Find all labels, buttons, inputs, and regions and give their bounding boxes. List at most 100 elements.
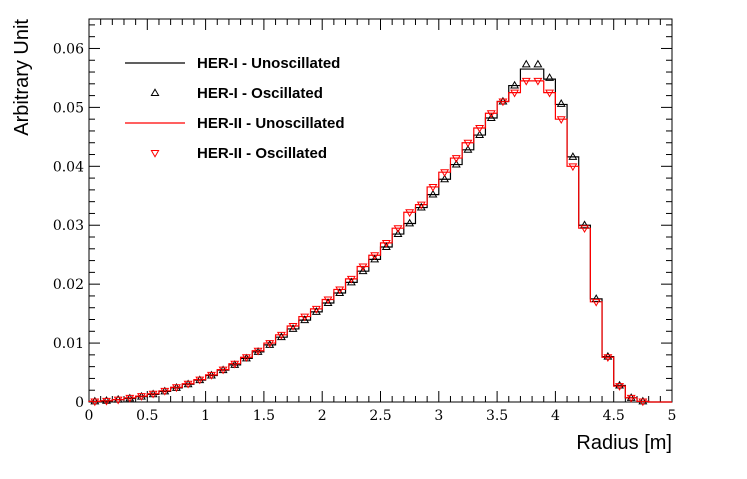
- data-marker: [381, 239, 391, 248]
- x-axis-title: Radius [m]: [576, 432, 672, 454]
- data-marker: [475, 130, 485, 139]
- y-tick-label: 0: [75, 395, 84, 411]
- data-marker: [346, 275, 356, 284]
- data-marker: [346, 277, 356, 286]
- data-series: [88, 59, 672, 407]
- data-marker: [451, 155, 461, 163]
- x-tick-label: 5: [668, 408, 677, 424]
- data-marker: [556, 116, 566, 124]
- data-marker: [323, 298, 333, 306]
- tick-labels: 0 0.5 1 1.5 2 2.5 3 3.5 4 4.5 5 0 0.01 0.02 0.03 0.04 0.…: [53, 41, 677, 424]
- data-marker: [591, 294, 601, 302]
- data-marker: [568, 163, 578, 172]
- legend-marker-swatch: [150, 150, 160, 158]
- data-marker: [393, 229, 403, 238]
- data-marker: [90, 396, 100, 405]
- x-tick-label: 1: [201, 408, 210, 424]
- x-tick-label: 3.5: [486, 408, 508, 424]
- data-marker: [381, 242, 391, 251]
- data-marker: [218, 366, 228, 375]
- data-marker: [486, 110, 496, 119]
- histogram-line: [88, 68, 672, 403]
- data-marker: [265, 340, 275, 348]
- data-marker: [626, 393, 636, 401]
- data-marker: [276, 332, 286, 341]
- data-marker: [160, 387, 170, 396]
- data-marker: [171, 384, 181, 393]
- data-marker: [90, 398, 100, 407]
- legend-label: HER-I - Unoscillated: [197, 55, 340, 72]
- data-marker: [136, 393, 146, 401]
- data-marker: [475, 125, 485, 133]
- y-tick-label: 0.06: [53, 41, 84, 57]
- x-tick-label: 2: [318, 408, 327, 424]
- data-marker: [580, 220, 590, 229]
- data-marker: [545, 73, 555, 81]
- data-marker: [416, 201, 426, 210]
- y-tick-label: 0.03: [53, 218, 84, 234]
- data-marker: [358, 266, 368, 275]
- data-marker: [498, 98, 508, 107]
- data-marker: [533, 59, 543, 68]
- data-marker: [405, 218, 415, 227]
- legend-label: HER-II - Oscillated: [197, 145, 327, 162]
- data-marker: [300, 313, 310, 322]
- data-marker: [580, 225, 590, 233]
- data-marker: [370, 252, 380, 261]
- data-marker: [486, 113, 496, 121]
- data-marker: [463, 145, 473, 153]
- data-marker: [510, 80, 520, 89]
- data-marker: [300, 315, 310, 324]
- data-marker: [323, 296, 333, 305]
- x-tick-label: 1.5: [253, 408, 275, 424]
- data-marker: [416, 202, 426, 211]
- data-marker: [440, 174, 450, 183]
- data-marker: [288, 323, 298, 331]
- data-marker: [405, 209, 415, 218]
- x-tick-label: 4.5: [603, 408, 625, 424]
- data-marker: [440, 169, 450, 178]
- data-marker: [113, 394, 123, 403]
- x-tick-label: 2.5: [369, 408, 391, 424]
- data-marker: [370, 254, 380, 263]
- data-marker: [521, 77, 531, 86]
- data-marker: [603, 354, 613, 363]
- data-marker: [510, 89, 520, 98]
- legend: HER-I - Unoscillated HER-I - Oscillated HE…: [125, 55, 345, 162]
- y-tick-label: 0.02: [53, 277, 84, 293]
- data-marker: [335, 288, 345, 296]
- data-marker: [568, 152, 578, 160]
- data-marker: [241, 354, 251, 363]
- legend-marker-swatch: [150, 88, 160, 96]
- data-marker: [556, 99, 566, 107]
- data-marker: [638, 396, 648, 405]
- data-marker: [615, 383, 625, 391]
- x-tick-label: 0: [85, 408, 94, 424]
- data-marker: [521, 59, 531, 68]
- data-marker: [603, 351, 613, 360]
- axis-ticks: [88, 19, 673, 403]
- data-marker: [626, 394, 636, 403]
- data-marker: [183, 380, 193, 389]
- data-marker: [393, 225, 403, 233]
- y-tick-label: 0.04: [53, 159, 84, 175]
- data-marker: [206, 371, 216, 380]
- data-marker: [428, 183, 438, 192]
- data-marker: [463, 139, 473, 148]
- data-marker: [533, 77, 543, 86]
- data-marker: [591, 298, 601, 307]
- data-marker: [288, 324, 298, 332]
- data-marker: [358, 263, 368, 272]
- data-marker: [102, 397, 111, 406]
- data-marker: [148, 390, 158, 399]
- x-tick-label: 0.5: [136, 408, 158, 424]
- data-marker: [428, 189, 438, 198]
- data-marker: [545, 89, 555, 98]
- data-marker: [113, 396, 123, 405]
- data-marker: [311, 305, 321, 314]
- y-tick-label: 0.05: [53, 100, 84, 116]
- data-marker: [451, 159, 461, 168]
- histogram-line: [88, 80, 672, 403]
- data-marker: [276, 331, 286, 340]
- data-marker: [311, 307, 321, 315]
